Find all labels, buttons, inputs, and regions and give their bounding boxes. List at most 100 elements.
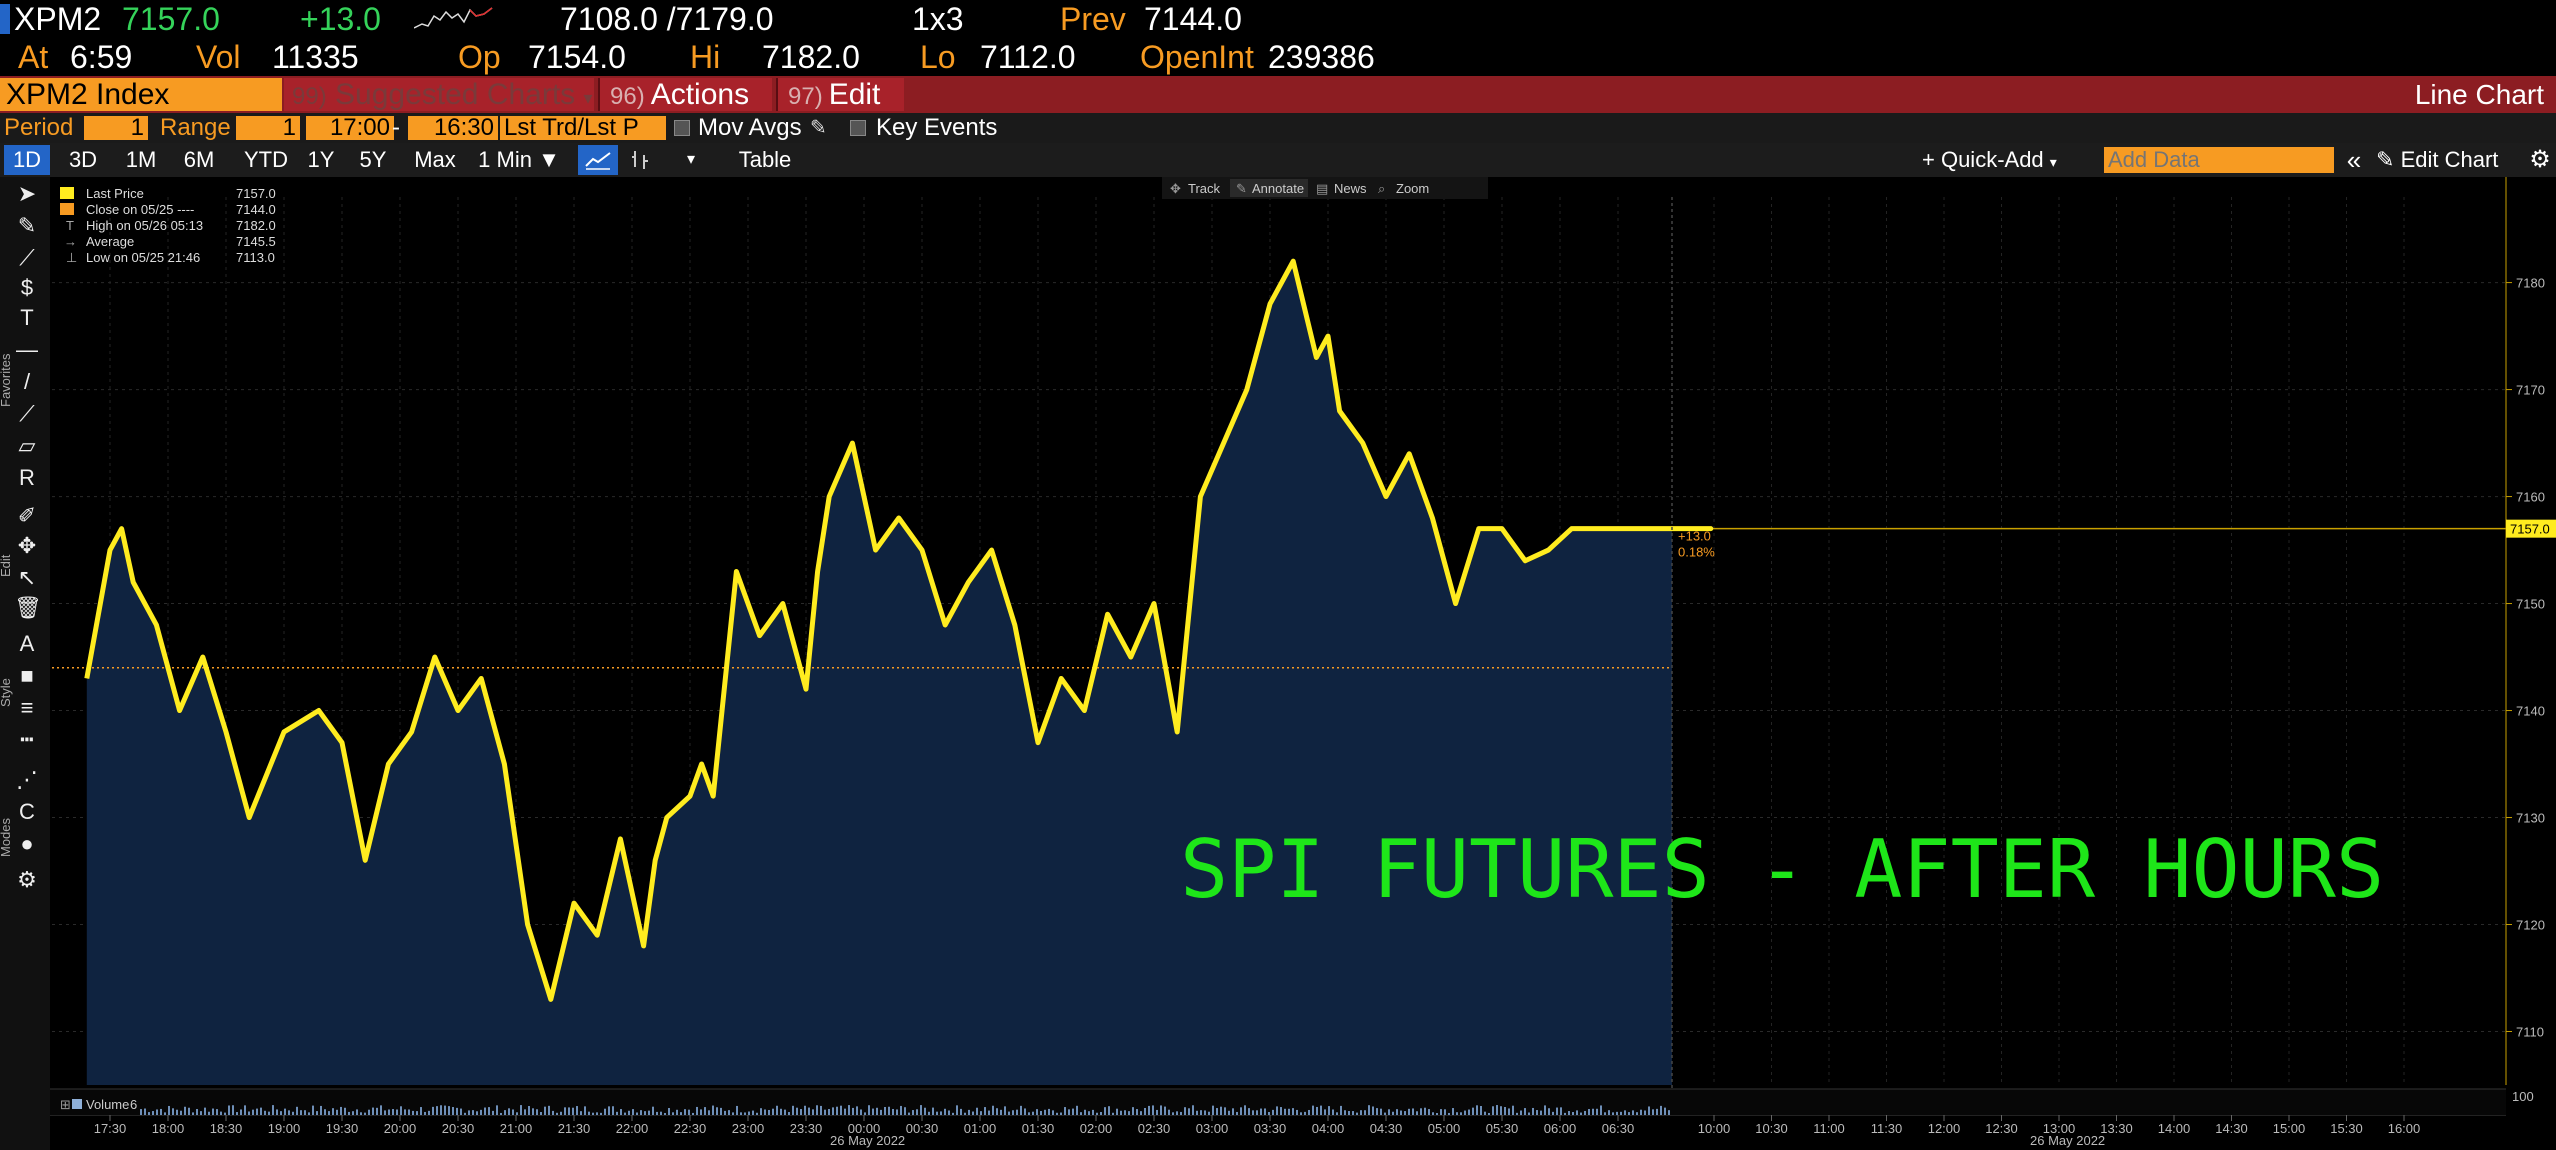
volume-bar — [552, 1110, 554, 1115]
range-5y-button[interactable]: 5Y — [359, 147, 387, 172]
volume-bar — [1008, 1111, 1010, 1115]
gear-icon[interactable]: ⚙ — [2529, 146, 2551, 173]
volume-bar — [416, 1111, 418, 1115]
edit-menu[interactable]: 97)Edit ▾ — [776, 78, 904, 143]
range-3d-button[interactable]: 3D — [68, 147, 98, 172]
range-1d-button[interactable]: 1D — [4, 145, 50, 175]
settings-gear-icon[interactable]: ⚙ — [17, 867, 37, 892]
select-drag-icon[interactable]: ↖ — [17, 565, 37, 590]
quick-add-button[interactable]: + Quick-Add ▾ — [1922, 145, 2084, 175]
chart-style-dropdown-icon[interactable]: ▾ — [686, 151, 696, 168]
last-price-tag-text: 7157.0 — [2510, 522, 2550, 537]
x-tick-label: 13:30 — [2100, 1121, 2133, 1136]
line-dash-icon[interactable]: ┅ — [20, 727, 34, 752]
volume-bar — [1548, 1108, 1550, 1115]
interval-select[interactable]: 1 Min ▼ — [478, 147, 560, 172]
end-time-input[interactable]: 16:30 — [408, 116, 498, 140]
collapse-icon[interactable]: « — [2346, 145, 2362, 175]
volume-bar — [1576, 1110, 1578, 1115]
line-chart-icon[interactable] — [578, 145, 618, 175]
pencil-icon: ✎ — [2376, 147, 2395, 172]
last-trade-select[interactable]: Lst Trd/Lst P — [500, 116, 666, 140]
x-tick-label: 10:00 — [1698, 1121, 1731, 1136]
key-events-checkbox[interactable] — [850, 120, 866, 136]
volume-bar — [944, 1108, 946, 1115]
security-input[interactable]: XPM2 Index — [0, 78, 282, 111]
x-tick-label: 18:00 — [152, 1121, 185, 1136]
volume-bar — [1448, 1112, 1450, 1115]
trend-line-icon[interactable]: / — [23, 369, 31, 394]
range-1y-button[interactable]: 1Y — [307, 147, 335, 172]
volume-bar — [1068, 1109, 1070, 1115]
line-tool-icon[interactable]: ⟋ — [19, 245, 35, 270]
volume-bar — [1488, 1112, 1490, 1115]
ray-line-icon[interactable]: ⟋ — [19, 401, 35, 426]
volume-bar — [400, 1106, 402, 1115]
pencil-icon[interactable]: ✎ — [810, 117, 827, 139]
retracement-icon[interactable]: R — [19, 465, 35, 490]
magnet-icon[interactable]: C — [19, 799, 35, 824]
range-6m-button[interactable]: 6M — [183, 147, 215, 172]
add-data-input[interactable] — [2104, 147, 2334, 173]
text-box-icon[interactable]: T — [20, 305, 34, 330]
volume-bar — [724, 1110, 726, 1115]
range-ytd-button[interactable]: YTD — [244, 147, 288, 172]
color-palette-icon[interactable]: ● — [20, 831, 34, 856]
volume-bar — [1028, 1112, 1030, 1115]
mov-avgs-checkbox[interactable] — [674, 120, 690, 136]
change-tag: +13.0 — [1678, 529, 1711, 544]
horizontal-line-icon[interactable]: — — [16, 337, 38, 362]
volume-bar — [1400, 1110, 1402, 1115]
price-chart[interactable]: 7110 7120 7130 7140 7150 7160 7170 7180 17:30 18… — [50, 177, 2556, 1150]
volume-bar — [936, 1111, 938, 1115]
cursor-icon[interactable]: ➤ — [17, 181, 37, 206]
line-weight-icon[interactable]: ≡ — [20, 695, 34, 720]
y-axis: 7110 7120 7130 7140 7150 7160 7170 7180 — [2505, 177, 2545, 1085]
volume-bar — [1424, 1107, 1426, 1115]
volume-bar — [564, 1107, 566, 1115]
volume-bar — [856, 1106, 858, 1115]
marker-icon[interactable]: ✐ — [17, 503, 37, 528]
volume-bar — [172, 1108, 174, 1115]
range-input[interactable]: 1 — [236, 116, 300, 140]
openint-label: OpenInt — [1140, 39, 1254, 75]
period-input[interactable]: 1 — [84, 116, 148, 140]
date-label-right: 26 May 2022 — [2030, 1133, 2105, 1148]
volume-bar — [992, 1105, 994, 1115]
edit-chart-button[interactable]: ✎ Edit Chart — [2376, 145, 2524, 175]
volume-bar — [516, 1112, 518, 1115]
channel-icon[interactable]: ▱ — [18, 433, 36, 458]
trash-icon[interactable]: 🗑 — [14, 595, 42, 620]
draw-pen-icon[interactable]: ✎ — [17, 213, 37, 238]
actions-menu[interactable]: 96)Actions ▾ — [598, 78, 772, 143]
font-style-icon[interactable]: A — [19, 631, 35, 656]
last-price-tag: 7157.0 — [2506, 519, 2556, 538]
volume-bar — [940, 1111, 942, 1115]
start-time-input[interactable]: 17:00 — [306, 116, 394, 140]
volume-bar — [844, 1108, 846, 1115]
range-1m-button[interactable]: 1M — [125, 147, 157, 172]
volume-bar — [1196, 1110, 1198, 1115]
volume-bar — [928, 1111, 930, 1115]
fill-color-icon[interactable]: ■ — [20, 663, 34, 688]
bid-ask-size: 1x3 — [912, 1, 964, 37]
volume-bar — [1468, 1109, 1470, 1115]
volume-bar — [424, 1111, 426, 1115]
range-max-button[interactable]: Max — [414, 147, 456, 172]
volume-bar — [544, 1106, 546, 1115]
volume-bar — [1656, 1108, 1658, 1115]
chart-overlay-toolbar[interactable]: ✥ Track ✎ Annotate ▤ News ⌕ Zoom — [1162, 177, 1488, 199]
dollar-tool-icon[interactable]: $ — [20, 275, 34, 300]
volume-bar — [1320, 1105, 1322, 1115]
volume-bar — [200, 1111, 202, 1115]
volume-bar — [860, 1109, 862, 1115]
volume-bar — [1344, 1110, 1346, 1115]
bar-chart-icon[interactable] — [620, 145, 660, 175]
mode-draw-icon[interactable]: ⋰ — [16, 767, 38, 792]
table-button[interactable]: Table — [738, 147, 792, 172]
move-icon[interactable]: ✥ — [17, 533, 37, 558]
suggested-charts-menu[interactable]: 99) Suggested Charts ▾ — [284, 78, 594, 111]
x-tick-label: 19:00 — [268, 1121, 301, 1136]
at-value: 6:59 — [70, 39, 133, 75]
volume-bar — [1064, 1107, 1066, 1115]
